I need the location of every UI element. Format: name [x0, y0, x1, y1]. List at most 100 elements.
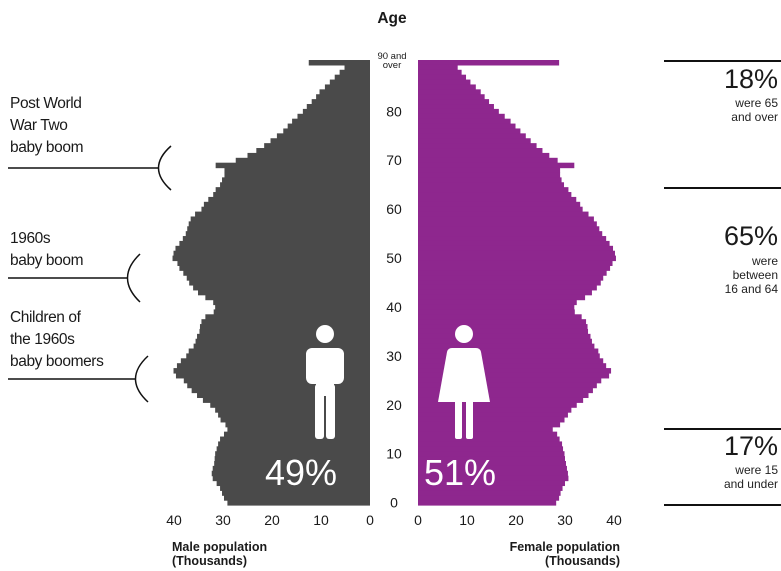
male-bar-age-86	[329, 79, 370, 86]
male-bar-age-90	[308, 60, 370, 66]
female-bar-age-12	[418, 441, 563, 447]
male-x-tick-0: 0	[366, 512, 374, 528]
female-bar-age-74	[418, 138, 531, 144]
stat-percent-15-under: 17%	[723, 431, 778, 461]
female-bar-age-40	[418, 304, 575, 310]
male-bar-age-38	[205, 314, 370, 320]
female-bar-age-37	[418, 319, 587, 325]
male-bar-age-83	[316, 94, 370, 100]
post-war-bracket	[157, 145, 172, 191]
age-top-label: 90 and over	[377, 51, 407, 71]
female-bar-age-80	[418, 108, 499, 115]
female-bar-age-45	[418, 280, 601, 286]
male-bar-age-64	[215, 187, 370, 193]
female-bar-age-16	[418, 421, 561, 428]
female-bar-age-60	[418, 206, 583, 213]
female-bar-age-41	[418, 299, 577, 306]
male-bar-age-82	[311, 99, 370, 105]
male-bar-age-78	[292, 118, 370, 125]
male-bar-age-36	[199, 324, 370, 330]
female-bar-age-64	[418, 187, 569, 193]
female-bar-age-78	[418, 118, 511, 125]
female-bar-age-26	[418, 372, 610, 379]
male-bar-age-77	[287, 123, 370, 130]
male-bar-age-63	[213, 192, 370, 198]
female-bar-age-2	[418, 490, 561, 496]
male-bar-age-30	[186, 353, 370, 359]
female-bar-age-83	[418, 94, 485, 100]
female-bar-age-66	[418, 177, 562, 183]
axis-title-line: Male population	[172, 540, 268, 554]
female-bar-age-51	[418, 250, 615, 257]
male-bar-age-40	[215, 304, 370, 310]
female-bar-age-21	[418, 397, 584, 403]
male-bar-age-37	[201, 319, 370, 325]
female-x-tick-30: 30	[557, 512, 573, 528]
female-bar-age-10	[418, 451, 565, 457]
female-bar-age-58	[418, 216, 594, 222]
female-percent: 51%	[424, 452, 497, 493]
male-bar-age-6	[211, 470, 370, 477]
population-tick-labels: 40 30 20 10 0 0 10 20 30 40	[166, 512, 622, 528]
male-bar-age-50	[172, 255, 370, 262]
male-bar-age-13	[220, 436, 370, 443]
annotation-lines	[8, 60, 781, 506]
male-bar-age-9	[214, 456, 370, 462]
female-bar-age-55	[418, 231, 603, 237]
female-bar-age-9	[418, 456, 565, 462]
axis-title-line: (Thousands)	[545, 554, 620, 568]
female-bar-age-50	[418, 255, 616, 262]
female-bar-age-48	[418, 265, 611, 271]
female-bar-age-53	[418, 240, 610, 247]
female-bar-age-43	[418, 289, 592, 296]
female-bar-age-56	[418, 226, 600, 232]
female-bar-age-1	[418, 495, 560, 501]
female-x-tick-0: 0	[414, 512, 422, 528]
male-bar-age-81	[306, 104, 370, 110]
female-bar-age-77	[418, 123, 516, 130]
stat-line: were	[751, 254, 778, 268]
male-bar-age-55	[185, 231, 370, 237]
female-bar-age-81	[418, 104, 494, 110]
male-bar-age-69	[215, 162, 370, 169]
male-bar-age-34	[197, 333, 370, 340]
female-bar-age-11	[418, 446, 564, 452]
male-bar-age-23	[191, 387, 370, 394]
female-bar-age-32	[418, 343, 595, 350]
male-bar-age-73	[264, 143, 370, 149]
male-bar-age-31	[188, 348, 370, 355]
female-bar-age-28	[418, 363, 607, 369]
male-bar-age-70	[235, 157, 370, 164]
male-bar-age-71	[247, 152, 370, 159]
female-bar-age-38	[418, 314, 582, 320]
female-bar-age-76	[418, 128, 521, 134]
female-bar-age-71	[418, 152, 550, 159]
female-bar-age-18	[418, 412, 568, 418]
male-bar-age-57	[188, 221, 370, 227]
male-bar-age-47	[183, 270, 370, 276]
male-bar-age-51	[173, 250, 370, 257]
male-x-tick-20: 20	[264, 512, 280, 528]
female-bar-age-59	[418, 211, 589, 218]
female-bar-age-31	[418, 348, 599, 355]
male-bar-age-14	[223, 431, 370, 438]
female-x-tick-20: 20	[508, 512, 524, 528]
stat-percent-16-64: 65%	[723, 221, 778, 251]
male-bar-age-16	[225, 421, 370, 428]
female-bar-age-82	[418, 99, 490, 105]
female-bar-age-68	[418, 167, 561, 174]
annotation-line: baby boom	[10, 252, 84, 269]
female-bar-age-90	[418, 60, 560, 66]
male-bar-age-1	[223, 495, 370, 501]
female-bar-age-46	[418, 275, 604, 281]
male-bar-age-88	[339, 69, 370, 76]
female-bar-age-67	[418, 172, 561, 178]
male-bar-age-2	[222, 490, 370, 496]
female-bars	[418, 60, 616, 506]
female-bar-age-79	[418, 113, 505, 120]
annotation-line: Children of	[10, 309, 81, 326]
male-bar-age-60	[201, 206, 370, 213]
female-bar-age-52	[418, 245, 614, 252]
male-bar-age-26	[175, 372, 370, 379]
